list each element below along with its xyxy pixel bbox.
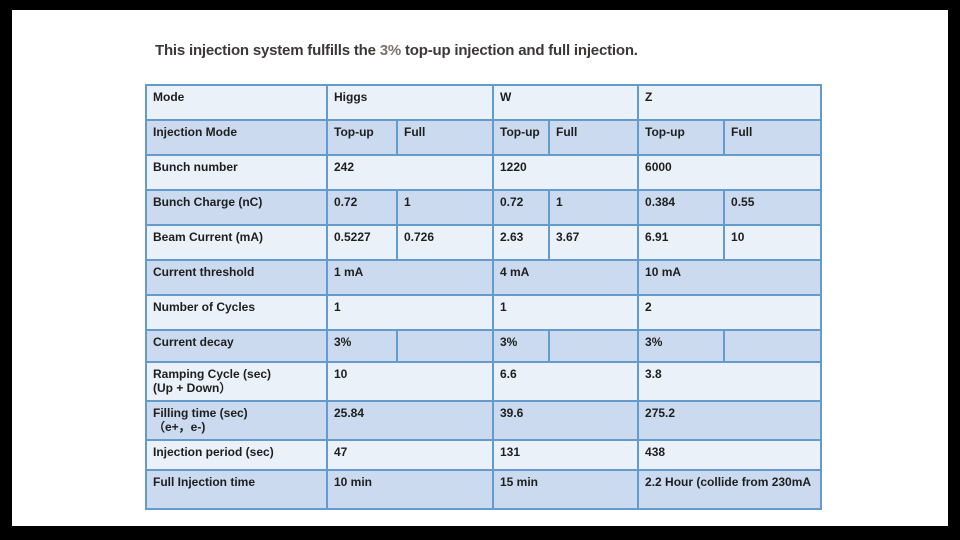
value-cell: 10	[723, 224, 823, 261]
row-label: Injection Mode	[145, 119, 328, 156]
row-ramping-cycle: Ramping Cycle (sec) (Up + Down） 10 6.6 3…	[145, 361, 823, 402]
value-cell: 3%	[326, 329, 398, 363]
value-cell: 438	[637, 439, 823, 471]
row-current-threshold: Current threshold 1 mA 4 mA 10 mA	[145, 259, 823, 296]
value-cell: 6000	[637, 154, 823, 191]
row-label: Filling time (sec) （e+，e-)	[145, 400, 328, 441]
value-cell: 275.2	[637, 400, 823, 441]
value-cell: 10	[326, 361, 494, 402]
value-cell: 10 mA	[637, 259, 823, 296]
row-beam-current: Beam Current (mA) 0.5227 0.726 2.63 3.67…	[145, 224, 823, 261]
value-cell: 1	[326, 294, 494, 331]
value-cell: 25.84	[326, 400, 494, 441]
row-bunch-number: Bunch number 242 1220 6000	[145, 154, 823, 191]
value-cell: 2.63	[492, 224, 550, 261]
title-text: This injection system fulfills the	[155, 42, 380, 59]
value-cell: 39.6	[491, 400, 640, 441]
value-cell: 1	[396, 189, 494, 226]
row-label: Full Injection time	[145, 469, 328, 510]
value-cell: Top-up	[326, 119, 398, 156]
value-cell: Z	[637, 84, 823, 121]
row-label: Beam Current (mA)	[145, 224, 328, 261]
row-injection-period: Injection period (sec) 47 131 438	[145, 439, 823, 471]
row-label: Current decay	[145, 329, 328, 363]
row-injection-mode: Injection Mode Top-up Full Top-up Full T…	[145, 119, 823, 156]
title-highlight: 3%	[379, 42, 401, 59]
value-cell	[396, 329, 494, 363]
row-filling-time: Filling time (sec) （e+，e-) 25.84 39.6 27…	[145, 400, 823, 441]
row-label: Injection period (sec)	[145, 439, 328, 471]
value-cell: 242	[326, 154, 494, 191]
value-cell: 47	[326, 439, 494, 471]
value-cell: Full	[547, 119, 640, 156]
value-cell: 0.72	[492, 189, 550, 226]
page-title: This injection system fulfills the 3% to…	[155, 42, 638, 59]
value-cell: 1	[491, 294, 640, 331]
value-cell: Higgs	[326, 84, 494, 121]
injection-parameters-table: Mode Higgs W Z Injection Mode Top-up Ful…	[145, 84, 823, 510]
value-cell: 3%	[637, 329, 726, 363]
value-cell: 15 min	[491, 469, 640, 510]
value-cell: 3.67	[547, 224, 640, 261]
value-cell: 2.2 Hour (collide from 230mA	[637, 469, 823, 510]
title-text: top-up injection and full injection.	[401, 42, 638, 59]
value-cell: 1220	[491, 154, 640, 191]
value-cell: 0.72	[326, 189, 398, 226]
value-cell	[547, 329, 640, 363]
row-label: Ramping Cycle (sec) (Up + Down）	[145, 361, 328, 402]
row-mode: Mode Higgs W Z	[145, 84, 823, 121]
value-cell: 1	[547, 189, 640, 226]
row-label: Bunch Charge (nC)	[145, 189, 328, 226]
row-label: Number of Cycles	[145, 294, 328, 331]
value-cell: 2	[637, 294, 823, 331]
value-cell: 10 min	[326, 469, 494, 510]
row-full-injection-time: Full Injection time 10 min 15 min 2.2 Ho…	[145, 469, 823, 510]
value-cell	[723, 329, 823, 363]
value-cell: 0.5227	[326, 224, 398, 261]
row-number-of-cycles: Number of Cycles 1 1 2	[145, 294, 823, 331]
value-cell: 3.8	[637, 361, 823, 402]
value-cell: 3%	[492, 329, 550, 363]
value-cell: 4 mA	[491, 259, 640, 296]
value-cell: 6.91	[637, 224, 726, 261]
value-cell: Full	[723, 119, 823, 156]
row-label: Bunch number	[145, 154, 328, 191]
value-cell: 6.6	[491, 361, 640, 402]
row-current-decay: Current decay 3% 3% 3%	[145, 329, 823, 363]
value-cell: Full	[396, 119, 494, 156]
value-cell: 0.55	[723, 189, 823, 226]
value-cell: 0.384	[637, 189, 726, 226]
row-bunch-charge: Bunch Charge (nC) 0.72 1 0.72 1 0.384 0.…	[145, 189, 823, 226]
value-cell: 131	[491, 439, 640, 471]
value-cell: 0.726	[396, 224, 494, 261]
row-label: Current threshold	[145, 259, 328, 296]
value-cell: 1 mA	[326, 259, 494, 296]
value-cell: W	[491, 84, 640, 121]
value-cell: Top-up	[492, 119, 550, 156]
row-label: Mode	[145, 84, 328, 121]
value-cell: Top-up	[637, 119, 726, 156]
